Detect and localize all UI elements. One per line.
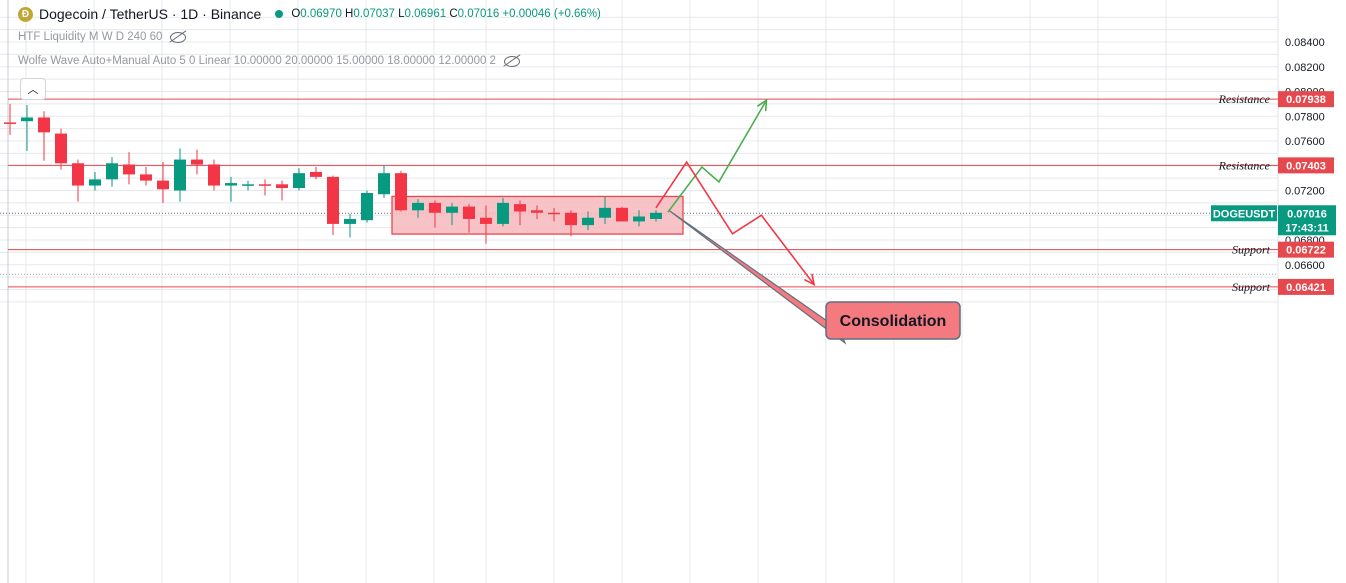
candle-body xyxy=(446,206,458,213)
price-tick-label: 0.08200 xyxy=(1285,62,1325,74)
candle-body xyxy=(276,184,288,189)
price-tags: Resistance 0.07938 Resistance 0.07403 Suppor… xyxy=(1211,91,1336,295)
symbol-title[interactable]: Dogecoin / TetherUS · 1D · Binance xyxy=(39,6,262,22)
chevron-up-icon: ︿ xyxy=(27,84,39,96)
candle-body xyxy=(378,173,390,195)
callout-box xyxy=(825,301,961,340)
level-price-label: 0.07403 xyxy=(1286,160,1326,172)
level-price-tag xyxy=(1278,91,1334,108)
candle-body xyxy=(633,216,645,222)
level-price-label: 0.07938 xyxy=(1286,94,1326,106)
candle-body xyxy=(327,176,339,224)
candle-body xyxy=(616,207,628,222)
candle-body xyxy=(463,206,475,219)
price-tick-label: 0.07200 xyxy=(1285,186,1325,198)
level-price-tag xyxy=(1278,241,1334,258)
consolidation-callout: Consolidation xyxy=(669,210,961,345)
callout-label: Consolidation xyxy=(840,313,947,330)
level-name: Resistance xyxy=(1218,158,1271,172)
candle-body xyxy=(429,202,441,213)
candle-body xyxy=(412,202,424,211)
price-tick-label: 0.08400 xyxy=(1285,37,1325,49)
ohlc-readout: O0.06970 H0.07037 L0.06961 C0.07016 +0.0… xyxy=(291,8,601,20)
candle-body xyxy=(259,184,271,186)
candle-body xyxy=(497,202,509,224)
candle-body xyxy=(157,180,169,190)
dogecoin-icon: Ð xyxy=(18,6,33,22)
price-axis: 0.084000.082000.080000.078000.076000.072… xyxy=(1285,37,1325,272)
symbol-tag-label: DOGEUSDT xyxy=(1213,208,1276,220)
bearish-path xyxy=(655,160,815,286)
eye-hidden-icon[interactable] xyxy=(170,31,187,43)
candle-body xyxy=(4,122,16,124)
candle-body xyxy=(310,171,322,177)
candle-body xyxy=(225,183,237,186)
price-tick-label: 0.07800 xyxy=(1285,111,1325,123)
candle-body xyxy=(38,117,50,133)
candle-body xyxy=(55,133,67,164)
level-price-tag xyxy=(1278,157,1334,174)
level-price-tag xyxy=(1278,278,1334,295)
candle-body xyxy=(174,159,186,191)
candle-body xyxy=(89,179,101,186)
candle-body xyxy=(480,217,492,224)
level-name: Resistance xyxy=(1218,92,1271,106)
candle-body xyxy=(565,212,577,226)
indicator-wolfe-wave[interactable]: Wolfe Wave Auto+Manual Auto 5 0 Linear 1… xyxy=(18,55,520,67)
candle-body xyxy=(514,204,526,212)
level-name: Support xyxy=(1232,280,1271,294)
level-name: Support xyxy=(1232,243,1271,257)
current-price-label: 0.07016 xyxy=(1287,208,1327,220)
level-price-label: 0.06722 xyxy=(1286,245,1326,257)
candle-body xyxy=(140,174,152,181)
candle-body xyxy=(344,218,356,224)
chart-header: Ð Dogecoin / TetherUS · 1D · Binance O0.… xyxy=(18,6,601,22)
candle-body xyxy=(582,217,594,226)
level-lines xyxy=(0,98,1278,288)
price-tick-label: 0.07600 xyxy=(1285,136,1325,148)
collapse-indicators-button[interactable]: ︿ xyxy=(20,78,46,100)
candle-body xyxy=(208,164,220,186)
candle-body xyxy=(106,163,118,180)
bar-countdown-label: 17:43:11 xyxy=(1285,222,1328,234)
current-price-tag xyxy=(1278,205,1336,236)
candle-body xyxy=(242,184,254,186)
bullish-path xyxy=(667,99,768,213)
candle-body xyxy=(72,163,84,186)
price-tick-label: 0.06600 xyxy=(1285,260,1325,272)
candle-body xyxy=(531,210,543,213)
candle-body xyxy=(548,212,560,215)
symbol-tag xyxy=(1211,205,1277,222)
candle-body xyxy=(395,173,407,211)
candle-body xyxy=(361,192,373,221)
candle-body xyxy=(123,164,135,175)
bearish-arrowhead xyxy=(803,273,816,287)
candle-body xyxy=(21,117,33,122)
candlesticks xyxy=(4,103,662,244)
candle-body xyxy=(650,212,662,219)
projection-paths xyxy=(655,98,816,287)
market-open-dot xyxy=(275,10,284,18)
candle-body xyxy=(191,159,203,165)
indicator-htf-liquidity[interactable]: HTF Liquidity M W D 240 60 xyxy=(18,31,187,43)
level-price-label: 0.06421 xyxy=(1286,282,1326,294)
chart-grid xyxy=(0,0,1279,583)
eye-hidden-icon[interactable] xyxy=(503,55,520,67)
candle-body xyxy=(599,207,611,218)
bullish-arrowhead xyxy=(756,98,768,112)
candle-body xyxy=(293,173,305,189)
